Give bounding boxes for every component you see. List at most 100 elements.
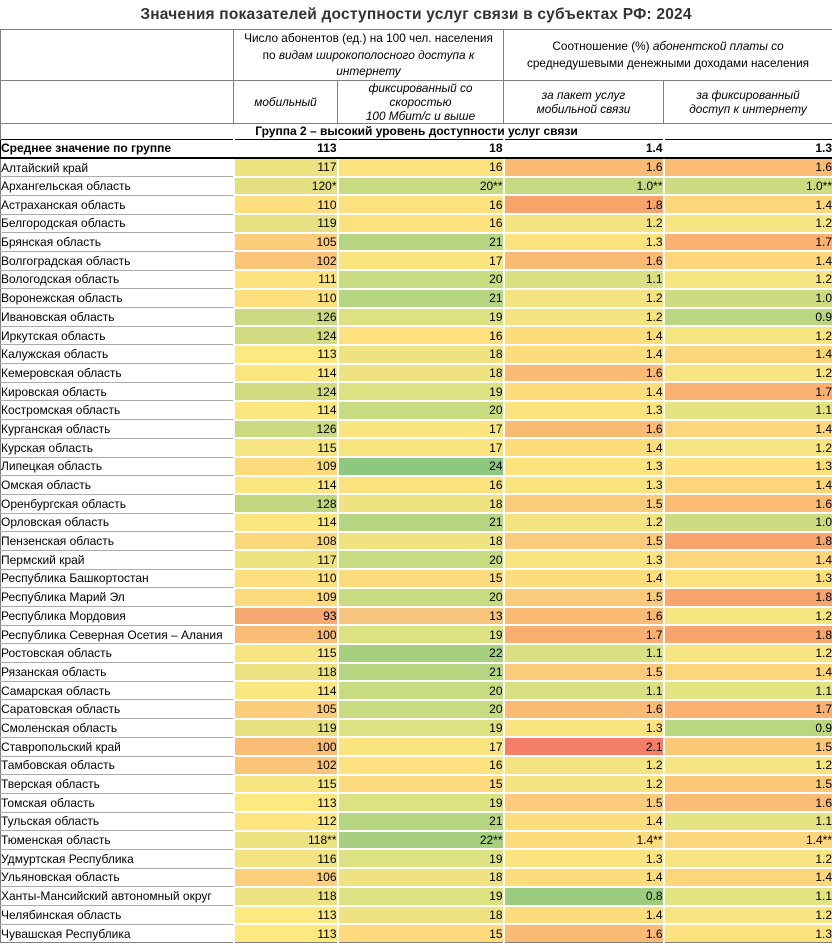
value-cell: 21 <box>338 289 504 308</box>
value-cell: 19 <box>338 308 504 327</box>
value-cell: 1.2 <box>664 607 832 626</box>
average-value-fixed-payment: 1.3 <box>664 140 832 159</box>
value-cell: 1.3 <box>504 849 664 868</box>
value-cell: 20** <box>338 177 504 196</box>
group-title-row: Группа 2 – высокий уровень доступности у… <box>1 124 832 140</box>
region-name-cell: Томская область <box>1 793 234 812</box>
value-cell: 110 <box>234 195 338 214</box>
value-cell: 1.1 <box>504 644 664 663</box>
region-name-cell: Калужская область <box>1 345 234 364</box>
value-cell: 1.4** <box>504 831 664 850</box>
value-cell: 102 <box>234 756 338 775</box>
value-cell: 1.4 <box>504 438 664 457</box>
value-cell: 24 <box>338 457 504 476</box>
average-value-mobile-payment: 1.4 <box>504 140 664 159</box>
value-cell: 16 <box>338 476 504 495</box>
value-cell: 113 <box>234 345 338 364</box>
value-cell: 105 <box>234 233 338 252</box>
region-name-cell: Ростовская область <box>1 644 234 663</box>
value-cell: 1.8 <box>664 625 832 644</box>
value-cell: 16 <box>338 158 504 177</box>
region-name-cell: Иркутская область <box>1 326 234 345</box>
value-cell: 117 <box>234 550 338 569</box>
value-cell: 1.5 <box>504 588 664 607</box>
region-name-cell: Саратовская область <box>1 700 234 719</box>
value-cell: 15 <box>338 775 504 794</box>
value-cell: 19 <box>338 719 504 738</box>
value-cell: 1.4 <box>664 251 832 270</box>
average-value-fixed: 18 <box>338 140 504 159</box>
value-cell: 19 <box>338 625 504 644</box>
value-cell: 1.2 <box>504 308 664 327</box>
value-cell: 1.6 <box>504 924 664 943</box>
value-cell: 1.6 <box>504 700 664 719</box>
region-name-cell: Челябинская область <box>1 906 234 925</box>
value-cell: 1.6 <box>664 158 832 177</box>
value-cell: 126 <box>234 420 338 439</box>
value-cell: 1.1 <box>664 887 832 906</box>
value-cell: 114 <box>234 476 338 495</box>
group-title: Группа 2 – высокий уровень доступности у… <box>1 124 832 140</box>
value-cell: 16 <box>338 214 504 233</box>
region-name-cell: Республика Северная Осетия – Алания <box>1 625 234 644</box>
value-cell: 1.5 <box>504 494 664 513</box>
value-cell: 21 <box>338 233 504 252</box>
region-name-cell: Вологодская область <box>1 270 234 289</box>
value-cell: 100 <box>234 737 338 756</box>
average-row: Среднее значение по группе 113 18 1.4 1.… <box>1 140 832 159</box>
value-cell: 109 <box>234 588 338 607</box>
value-cell: 1.8 <box>504 195 664 214</box>
value-cell: 1.5 <box>504 663 664 682</box>
value-cell: 114 <box>234 364 338 383</box>
value-cell: 112 <box>234 812 338 831</box>
value-cell: 1.4 <box>664 663 832 682</box>
value-cell: 17 <box>338 438 504 457</box>
value-cell: 1.1 <box>664 681 832 700</box>
region-name-cell: Тульская область <box>1 812 234 831</box>
value-cell: 18 <box>338 868 504 887</box>
value-cell: 109 <box>234 457 338 476</box>
payment-header-line2: среднедушевыми денежными доходами населе… <box>527 56 809 70</box>
region-name-cell: Кировская область <box>1 382 234 401</box>
value-cell: 20 <box>338 588 504 607</box>
region-name-cell: Удмуртская Республика <box>1 849 234 868</box>
region-name-cell: Ханты-Мансийский автономный округ <box>1 887 234 906</box>
value-cell: 1.4 <box>664 345 832 364</box>
value-cell: 0.9 <box>664 308 832 327</box>
value-cell: 108 <box>234 532 338 551</box>
value-cell: 1.1 <box>504 270 664 289</box>
value-cell: 1.3 <box>504 476 664 495</box>
region-name-cell: Тюменская область <box>1 831 234 850</box>
value-cell: 1.5 <box>664 775 832 794</box>
value-cell: 1.7 <box>664 233 832 252</box>
value-cell: 1.2 <box>504 775 664 794</box>
value-cell: 0.8 <box>504 887 664 906</box>
value-cell: 2.1 <box>504 737 664 756</box>
region-name-cell: Ставропольский край <box>1 737 234 756</box>
value-cell: 21 <box>338 812 504 831</box>
value-cell: 1.4 <box>504 812 664 831</box>
value-cell: 19 <box>338 793 504 812</box>
value-cell: 118** <box>234 831 338 850</box>
